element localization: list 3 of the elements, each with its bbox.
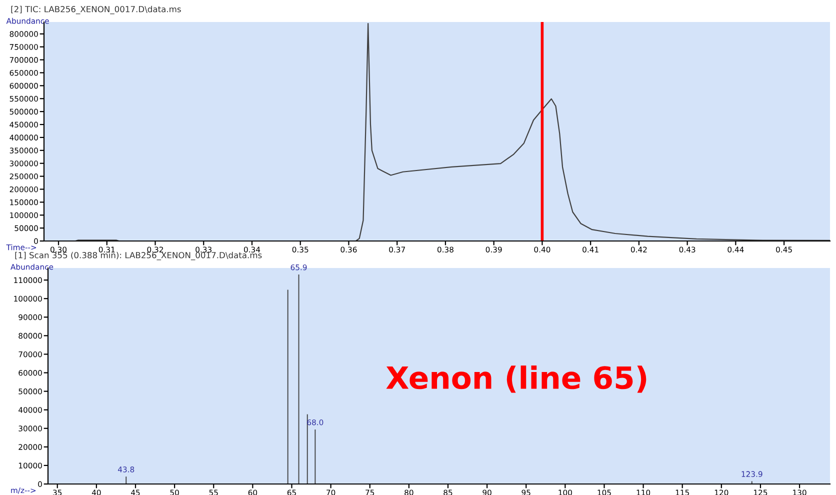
chart-title: [1] Scan 355 (0.388 min): LAB256_XENON_0017.D\data.ms: [15, 252, 262, 260]
annotation: Xenon (line 65): [386, 366, 646, 393]
chart-title: [2] TIC: LAB256_XENON_0017.D\data.ms: [11, 6, 181, 14]
